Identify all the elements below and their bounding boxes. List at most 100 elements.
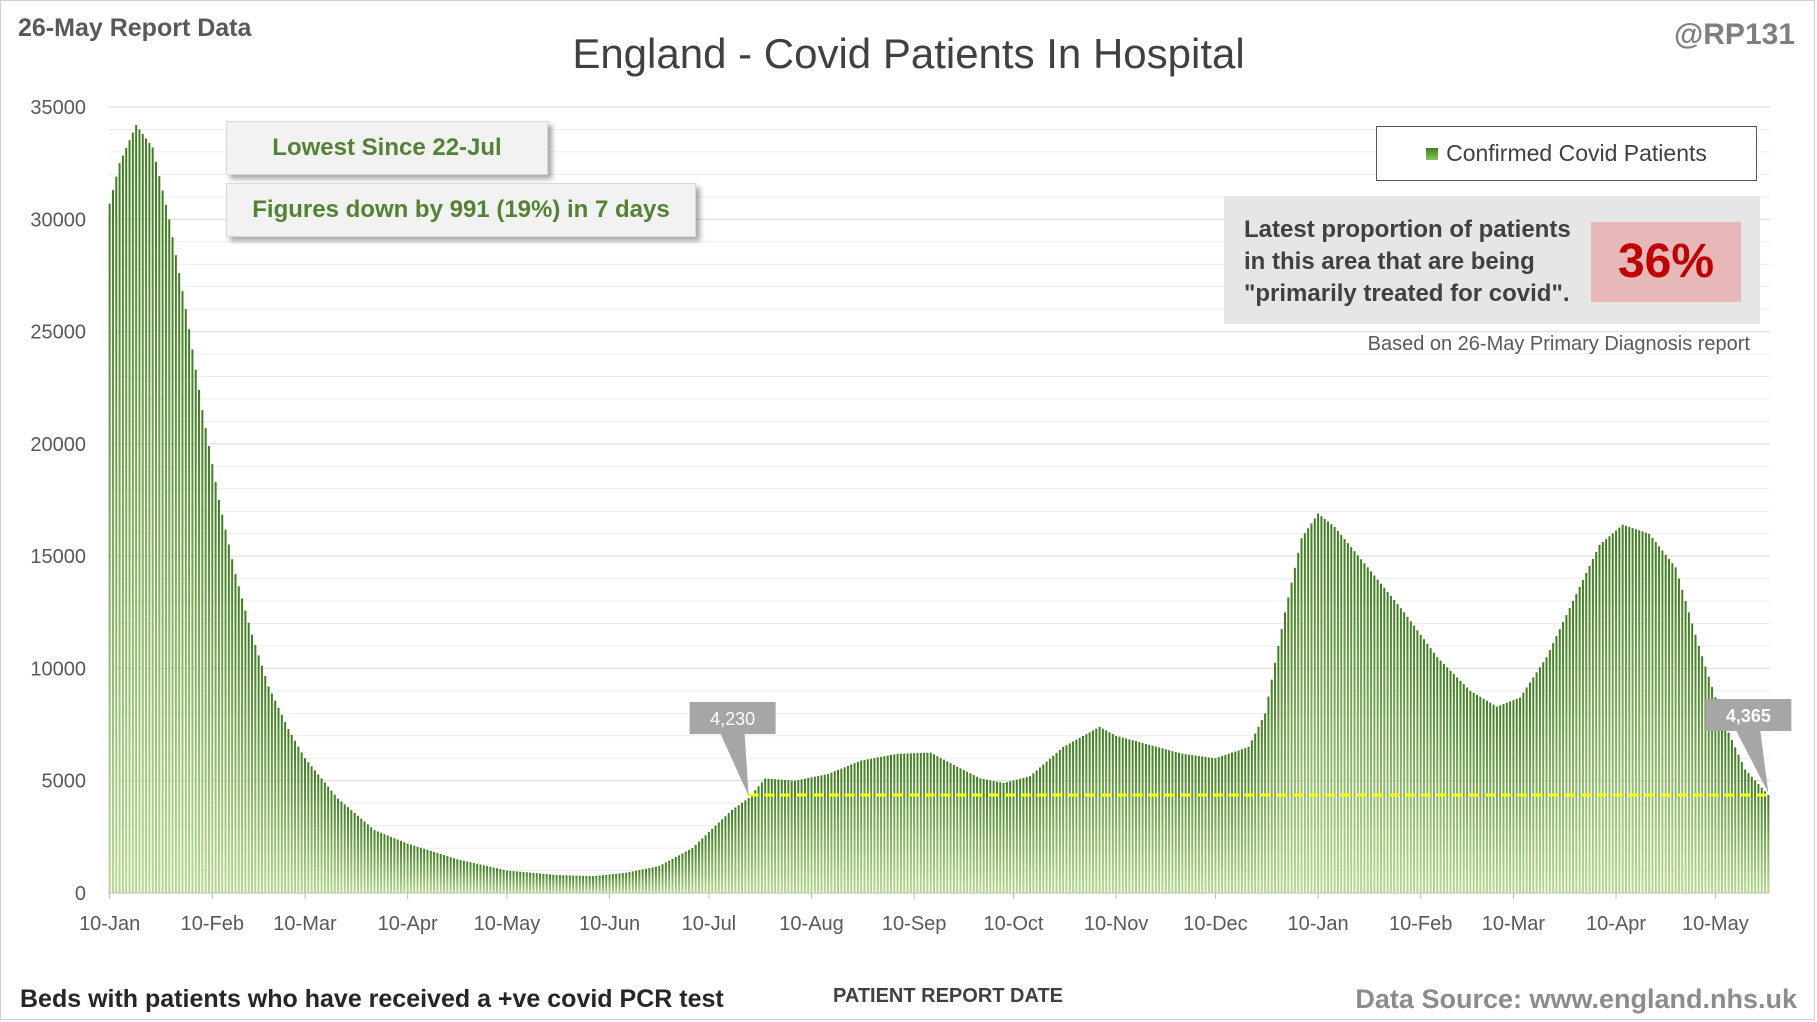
bar	[592, 876, 595, 893]
bar	[1277, 645, 1280, 893]
bar	[1572, 601, 1575, 893]
bar	[1264, 713, 1267, 893]
bar	[1214, 758, 1217, 893]
bar	[817, 776, 820, 893]
bar	[1393, 600, 1396, 893]
bar	[1327, 521, 1330, 893]
x-tick-label: 10-Mar	[273, 913, 337, 935]
y-tick-label: 5000	[42, 771, 87, 793]
bar	[1244, 748, 1247, 893]
bar	[966, 771, 969, 893]
bar	[1462, 684, 1465, 893]
bar	[386, 835, 389, 893]
bar	[611, 874, 614, 893]
bar	[234, 574, 237, 893]
bar	[403, 842, 406, 893]
bar	[1608, 536, 1611, 893]
bar	[1562, 622, 1565, 893]
bar	[1535, 672, 1538, 893]
bar	[711, 828, 714, 893]
bar	[1283, 612, 1286, 893]
bar	[393, 838, 396, 893]
bar	[1204, 756, 1207, 893]
bar	[1042, 764, 1045, 893]
bar	[876, 757, 879, 893]
bar	[572, 875, 575, 893]
bar	[383, 834, 386, 893]
bar	[409, 844, 412, 893]
bar	[529, 872, 532, 893]
bar	[863, 759, 866, 893]
bar	[1687, 612, 1690, 893]
bar	[1161, 748, 1164, 893]
annotation-label: 4,365	[1726, 706, 1771, 726]
proportion-value: 36%	[1591, 222, 1741, 302]
bar	[320, 778, 323, 893]
bar	[492, 867, 495, 893]
bar	[578, 875, 581, 893]
x-tick-label: 10-Jan	[1288, 913, 1349, 935]
bar	[658, 866, 661, 893]
bar	[1449, 670, 1452, 893]
bar	[979, 778, 982, 893]
bar	[1118, 736, 1121, 893]
bar	[668, 860, 671, 893]
bar	[373, 830, 376, 893]
bar-series	[108, 124, 1770, 894]
bar	[174, 255, 177, 894]
bar	[767, 778, 770, 893]
bar	[724, 816, 727, 893]
bar	[635, 870, 638, 893]
bar	[717, 822, 720, 893]
bar	[1452, 674, 1455, 893]
bar	[1505, 702, 1508, 893]
bar	[1356, 555, 1359, 893]
bar	[343, 804, 346, 893]
bar	[1184, 754, 1187, 893]
bar	[982, 779, 985, 893]
bar	[1542, 662, 1545, 893]
bar	[721, 819, 724, 893]
bar	[1148, 744, 1151, 893]
bar	[1317, 513, 1320, 893]
bar	[684, 851, 687, 893]
y-tick-label: 25000	[30, 322, 86, 344]
bar	[439, 854, 442, 893]
bar	[1611, 533, 1614, 893]
bar	[1628, 526, 1631, 893]
bar	[1439, 660, 1442, 893]
bar	[1459, 680, 1462, 893]
bar	[1201, 756, 1204, 893]
bar	[141, 133, 144, 893]
x-tick-label: 10-Mar	[1482, 913, 1546, 935]
bar	[1581, 580, 1584, 893]
bar	[1767, 794, 1770, 893]
bar	[307, 762, 310, 893]
bar	[496, 868, 499, 893]
x-tick-label: 10-Apr	[1586, 913, 1646, 935]
bar	[1154, 746, 1157, 893]
bar	[1353, 551, 1356, 893]
bar	[1144, 743, 1147, 893]
bar	[707, 832, 710, 893]
bar	[741, 802, 744, 893]
bar	[284, 721, 287, 893]
bar	[115, 176, 118, 893]
bar	[1638, 530, 1641, 893]
bar	[1641, 531, 1644, 893]
bar	[1605, 539, 1608, 893]
bar	[1760, 787, 1763, 893]
bar	[469, 862, 472, 893]
bar	[631, 871, 634, 893]
bar	[155, 161, 157, 894]
bar	[111, 190, 114, 894]
bar	[1651, 537, 1654, 893]
bar	[476, 863, 479, 893]
bar	[1644, 532, 1647, 893]
bar	[999, 782, 1002, 893]
bar	[1634, 529, 1637, 893]
bar	[638, 870, 641, 893]
bar	[333, 794, 336, 893]
bar	[125, 147, 128, 893]
bar	[1171, 751, 1174, 893]
